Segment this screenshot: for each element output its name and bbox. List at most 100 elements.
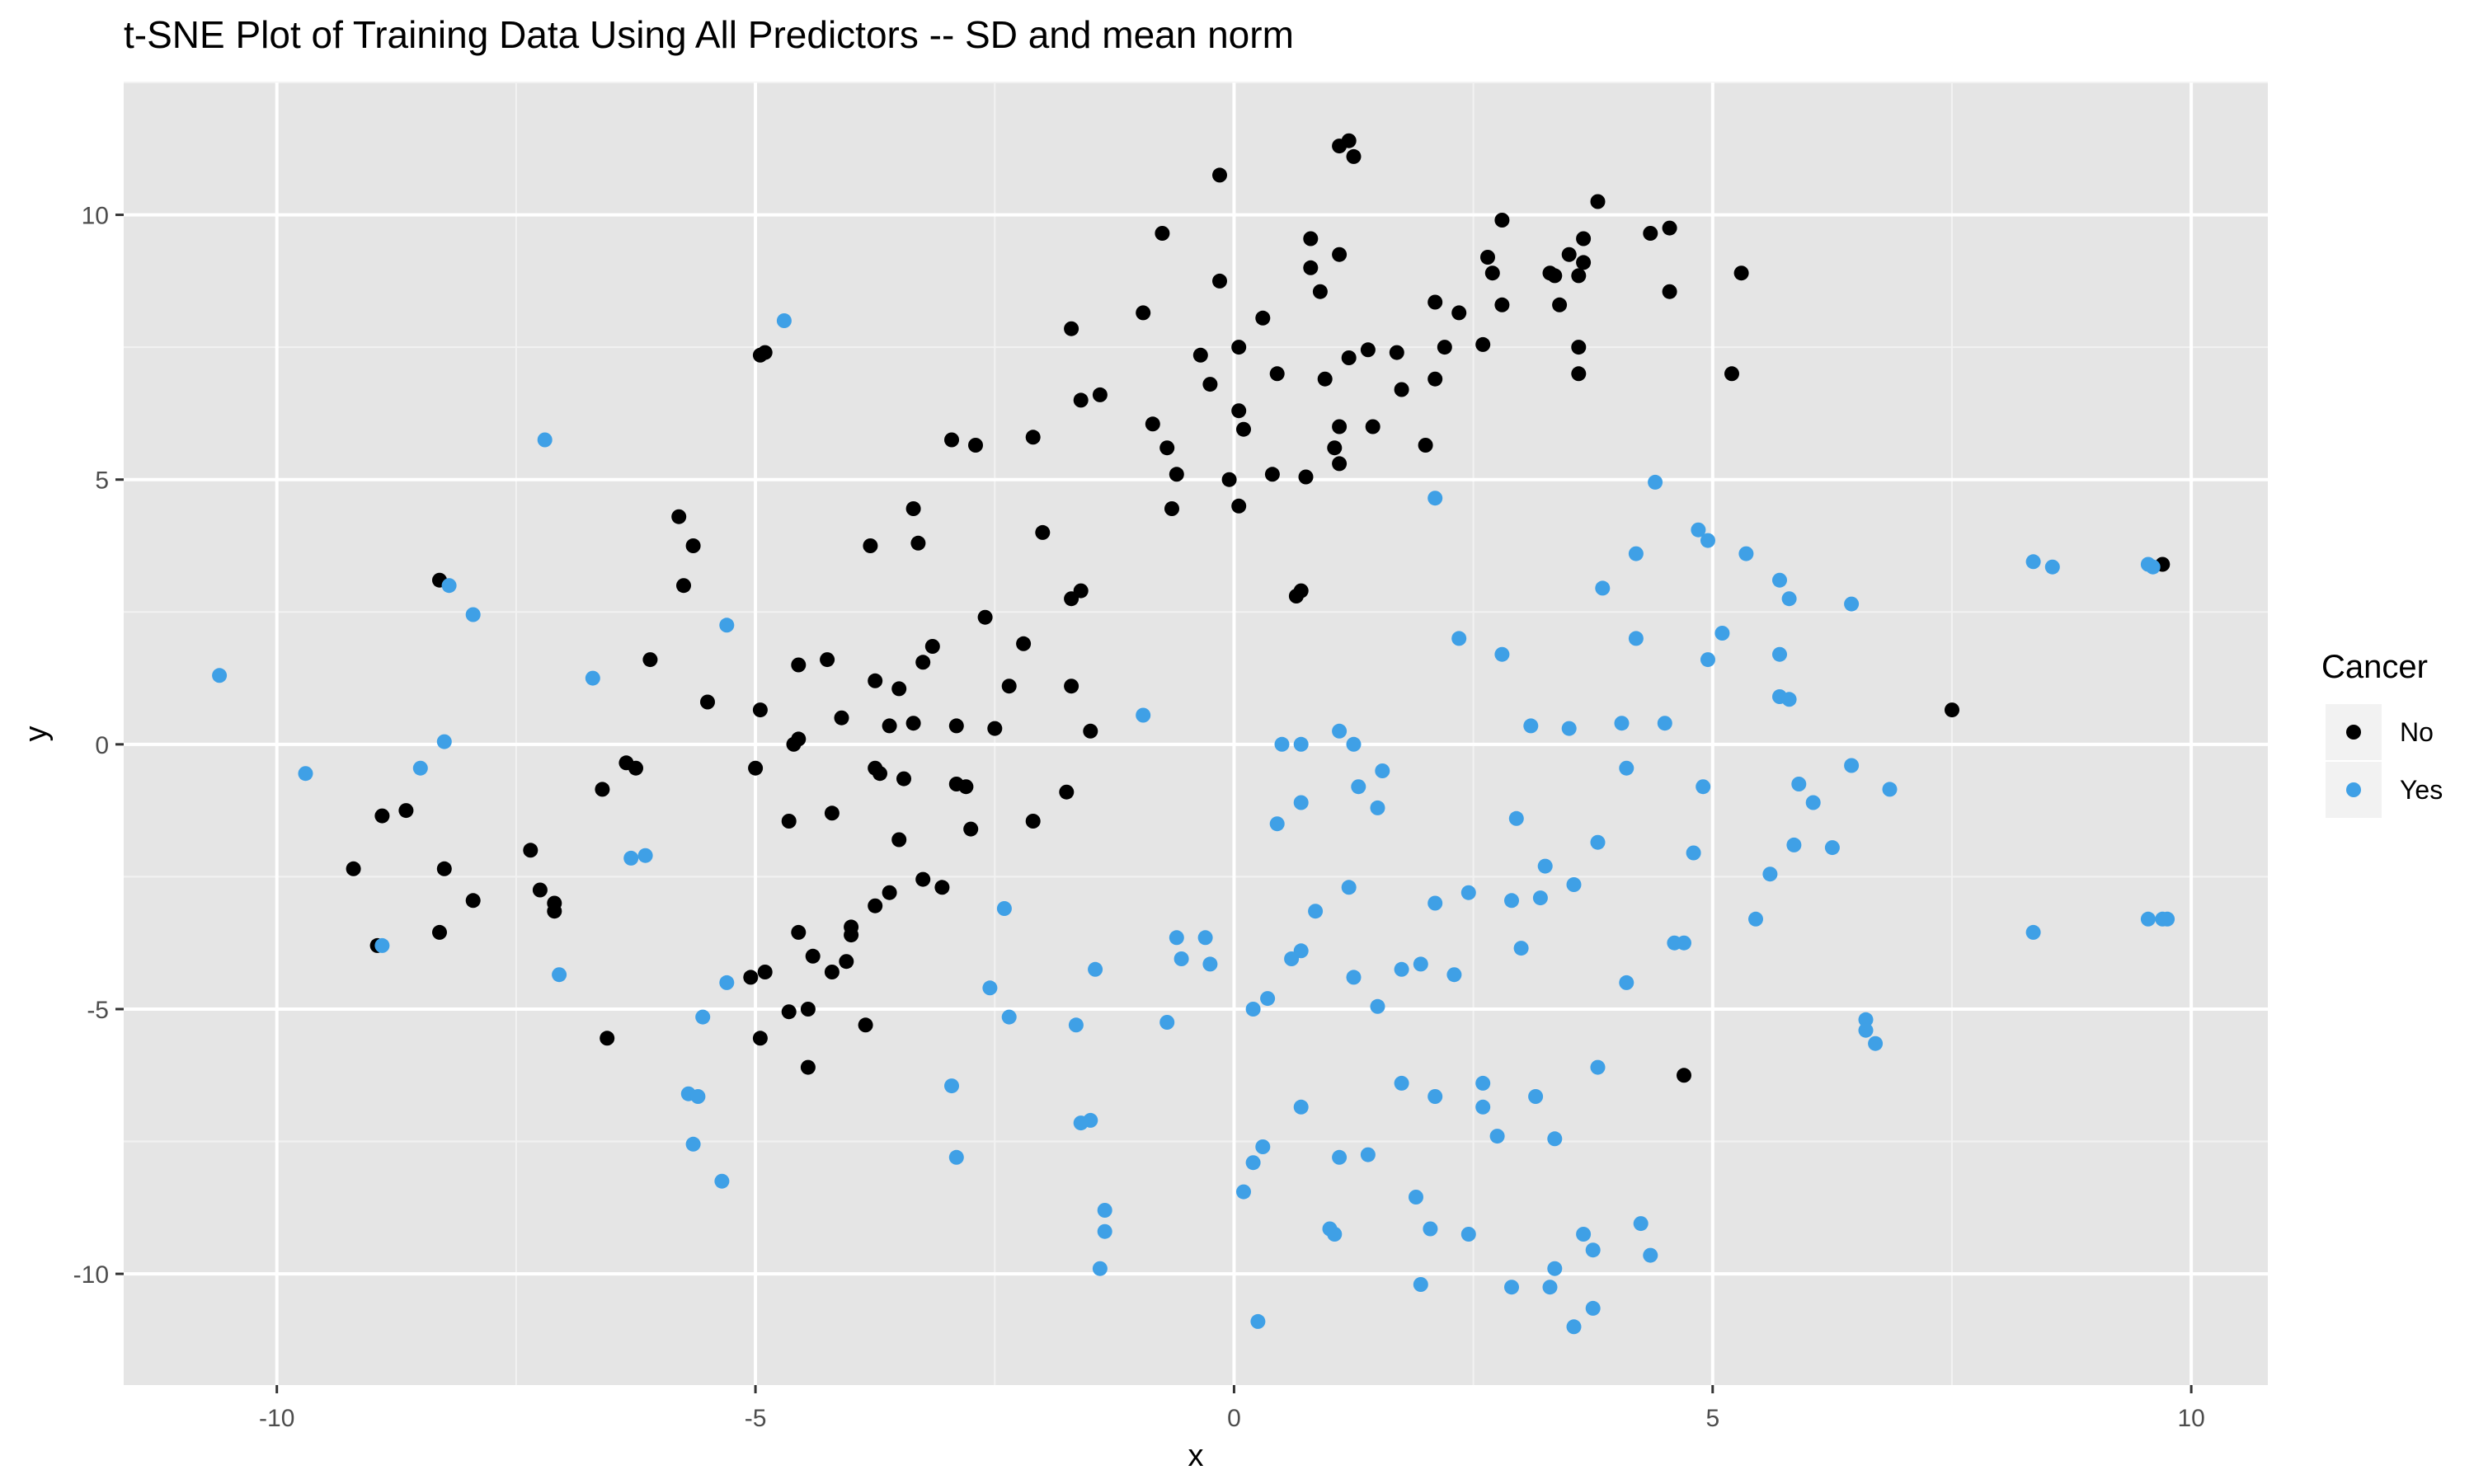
- point-no: [1677, 1068, 1691, 1083]
- point-no: [1064, 321, 1079, 336]
- point-no: [1016, 636, 1032, 651]
- point-yes: [1882, 782, 1898, 797]
- point-yes: [1528, 1089, 1544, 1104]
- point-yes: [944, 1078, 959, 1094]
- point-yes: [1824, 840, 1840, 856]
- point-yes: [1504, 893, 1519, 909]
- point-yes: [1590, 834, 1606, 850]
- point-yes: [1700, 533, 1715, 548]
- point-yes: [537, 432, 553, 448]
- point-no: [820, 652, 835, 668]
- point-no: [595, 782, 610, 797]
- point-no: [891, 832, 907, 848]
- point-yes: [1844, 758, 1860, 773]
- point-no: [924, 639, 940, 654]
- point-yes: [465, 607, 481, 622]
- point-no: [863, 538, 878, 553]
- point-no: [1332, 139, 1348, 154]
- point-no: [642, 652, 658, 668]
- point-yes: [1738, 546, 1754, 561]
- point-no: [465, 893, 481, 909]
- point-no: [1064, 679, 1079, 694]
- point-yes: [996, 901, 1012, 916]
- point-yes: [1293, 736, 1309, 752]
- point-yes: [1648, 474, 1663, 490]
- point-yes: [1657, 716, 1672, 731]
- point-no: [1418, 438, 1433, 453]
- point-yes: [1858, 1012, 1874, 1027]
- point-no: [1475, 336, 1491, 352]
- point-no: [1571, 268, 1587, 284]
- point-no: [700, 694, 715, 710]
- point-no: [1341, 350, 1357, 365]
- point-yes: [1786, 837, 1802, 852]
- point-no: [958, 779, 974, 795]
- point-yes: [1097, 1223, 1112, 1239]
- point-no: [872, 766, 887, 782]
- point-yes: [1504, 1280, 1519, 1295]
- point-no: [1945, 702, 1959, 718]
- point-no: [1212, 273, 1227, 289]
- point-no: [944, 432, 959, 448]
- point-yes: [1523, 718, 1539, 734]
- point-yes: [1460, 885, 1476, 900]
- point-no: [1427, 294, 1443, 310]
- point-no: [1662, 220, 1677, 236]
- point-no: [1231, 340, 1247, 355]
- point-no: [1571, 340, 1587, 355]
- point-yes: [1413, 1277, 1428, 1292]
- point-yes: [1542, 1280, 1558, 1295]
- point-yes: [1159, 1015, 1175, 1030]
- point-yes: [719, 974, 735, 990]
- point-no: [910, 535, 926, 551]
- point-yes: [1633, 1216, 1649, 1232]
- point-no: [1733, 265, 1749, 281]
- points-layer: [212, 133, 2175, 1335]
- point-yes: [1585, 1300, 1601, 1316]
- y-tick-label: -5: [87, 997, 109, 1024]
- point-no: [1451, 305, 1467, 321]
- point-yes: [1073, 1115, 1089, 1131]
- point-yes: [1360, 1147, 1376, 1162]
- point-yes: [552, 967, 567, 983]
- point-yes: [1619, 760, 1634, 776]
- grid-minor: [124, 82, 2268, 1385]
- point-yes: [2044, 559, 2060, 575]
- point-no: [1332, 247, 1348, 262]
- point-yes: [1394, 1075, 1409, 1091]
- point-no: [1064, 591, 1079, 607]
- point-no: [1035, 524, 1051, 540]
- point-yes: [441, 578, 457, 594]
- point-no: [781, 814, 797, 829]
- point-no: [948, 718, 964, 734]
- point-no: [839, 954, 854, 970]
- point-yes: [1590, 1059, 1606, 1075]
- y-tick-label: 5: [95, 467, 109, 495]
- point-no: [1365, 419, 1380, 434]
- point-no: [987, 721, 1003, 736]
- point-no: [1236, 421, 1251, 437]
- point-no: [752, 1031, 768, 1046]
- point-yes: [637, 848, 653, 863]
- point-yes: [2145, 559, 2161, 575]
- point-yes: [719, 618, 735, 633]
- point-yes: [623, 850, 639, 866]
- y-tick-label: 10: [82, 203, 109, 230]
- point-no: [1212, 167, 1227, 183]
- y-tick-label: 0: [95, 732, 109, 759]
- point-yes: [1451, 631, 1467, 646]
- point-no: [800, 1059, 816, 1075]
- point-no: [1576, 255, 1592, 270]
- point-no: [1360, 342, 1376, 358]
- point-no: [1576, 231, 1592, 247]
- x-axis: -10 -5 0 5 10: [259, 1385, 2205, 1432]
- x-tick-label: 10: [2177, 1405, 2204, 1432]
- point-yes: [1260, 991, 1276, 1007]
- x-tick-label: 5: [1705, 1405, 1719, 1432]
- point-no: [600, 1031, 615, 1046]
- point-yes: [1068, 1017, 1084, 1033]
- point-no: [1552, 297, 1568, 312]
- point-no: [1136, 305, 1151, 321]
- chart-title: t-SNE Plot of Training Data Using All Pr…: [124, 13, 1294, 56]
- point-yes: [1423, 1221, 1438, 1237]
